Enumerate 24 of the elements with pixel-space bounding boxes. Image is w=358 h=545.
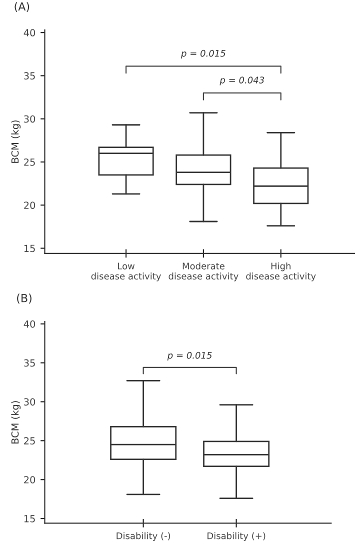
y-tick-label: 25 (24, 437, 35, 445)
y-tick-label: 20 (24, 202, 36, 209)
y-axis-title: BCM (kg) (11, 120, 21, 163)
x-tick-label: Moderate disease activity (168, 262, 238, 282)
x-tick-label: High disease activity (246, 262, 316, 282)
y-axis-title: BCM (kg) (11, 401, 21, 444)
y-tick-label: 30 (24, 115, 36, 123)
annotation: p = 0.043 (220, 76, 264, 86)
chart-title: (A) (14, 2, 30, 12)
y-tick-label: 15 (24, 515, 35, 522)
annotation: p = 0.015 (167, 352, 212, 360)
chart-title: (B) (17, 294, 32, 304)
y-tick-label: 20 (24, 476, 36, 484)
x-tick-label: Disability (+) (208, 532, 266, 541)
y-tick-label: 40 (24, 320, 36, 328)
y-tick-label: 15 (24, 244, 35, 252)
annotation: p = 0.015 (180, 50, 226, 58)
y-tick-label: 35 (24, 72, 35, 80)
y-tick-label: 25 (24, 158, 35, 166)
y-tick-label: 35 (24, 359, 35, 367)
x-tick-label: Disability (-) (116, 532, 170, 541)
y-tick-label: 40 (24, 29, 36, 36)
y-tick-label: 30 (24, 398, 36, 406)
x-tick-label: Low disease activity (91, 262, 161, 282)
